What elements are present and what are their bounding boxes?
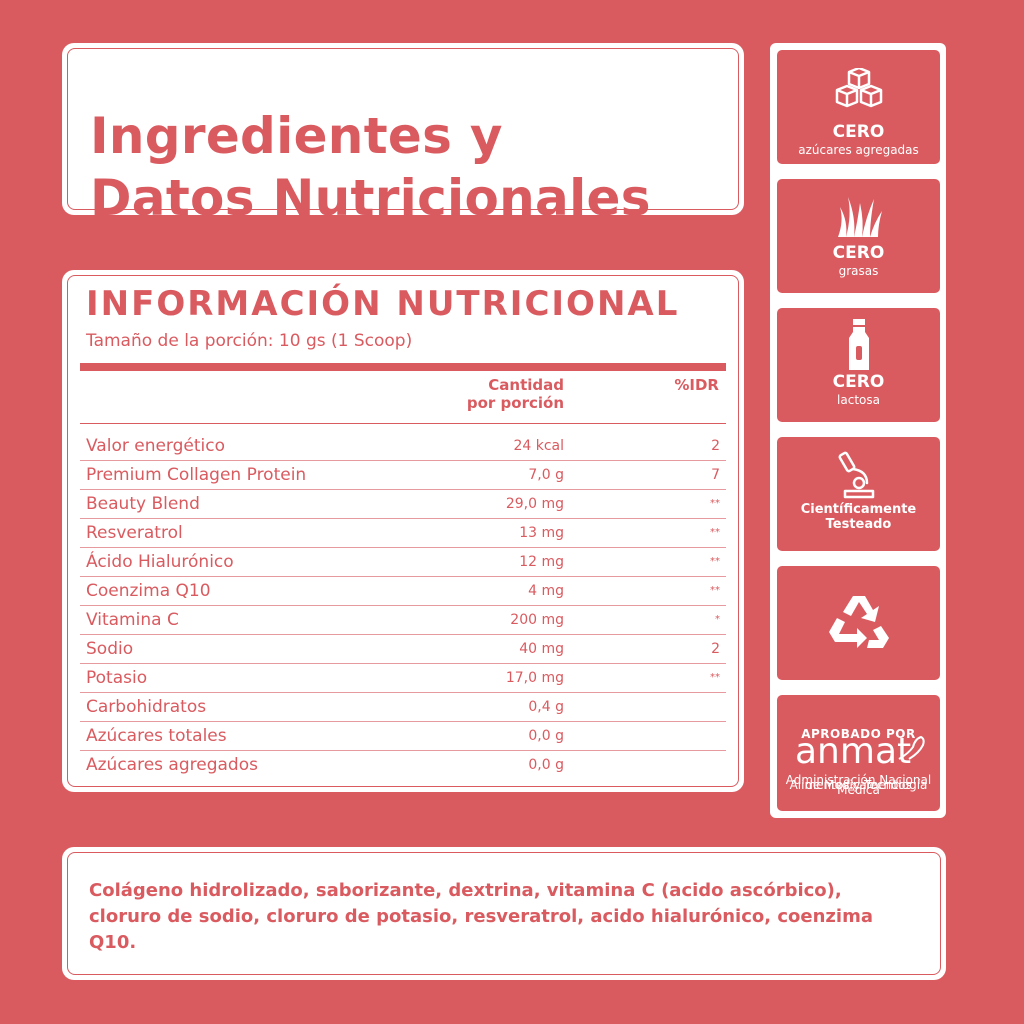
nutrient-amount: 200 mg [510, 612, 564, 628]
anmat-subtitle-2: Alimentos y Tecnología Médica [789, 778, 928, 797]
nutrient-name: Sodio [86, 639, 134, 659]
table-row: Beauty Blend 29,0 mg ** [80, 490, 726, 519]
badge-tested-line1: Científicamente [800, 502, 917, 517]
table-row: Potasio 17,0 mg ** [80, 664, 726, 693]
nutrient-idr: ** [710, 498, 720, 509]
anmat-swan-icon [895, 733, 927, 763]
ingredients-text: Colágeno hidrolizado, saborizante, dextr… [89, 880, 873, 953]
recycle-icon [777, 592, 940, 652]
nutrient-amount: 17,0 mg [505, 670, 564, 686]
amount-column-header: Cantidad por porción [467, 376, 564, 412]
amount-header-line1: Cantidad [488, 376, 564, 394]
nutrient-name: Azúcares totales [86, 726, 227, 746]
nutrient-name: Resveratrol [86, 523, 183, 543]
nutrient-idr: ** [710, 556, 720, 567]
column-header-divider [80, 423, 726, 424]
nutrient-name: Azúcares agregados [86, 755, 258, 775]
nutrient-name: Carbohidratos [86, 697, 207, 717]
idr-column-header: %IDR [674, 376, 719, 394]
milk-bottle-icon [777, 318, 940, 372]
badge-zero-lactose-title: CERO [832, 372, 885, 392]
microscope-icon [777, 449, 940, 499]
nutrient-amount: 40 mg [519, 641, 564, 657]
nutrient-amount: 13 mg [519, 525, 564, 541]
nutrient-name: Coenzima Q10 [86, 581, 211, 601]
nutrient-amount: 24 kcal [513, 438, 564, 454]
nutrient-idr: ** [710, 527, 720, 538]
nutrition-heading: INFORMACIÓN NUTRICIONAL [86, 284, 680, 324]
nutrient-amount: 0,0 g [528, 757, 564, 773]
nutrient-idr: 2 [711, 641, 720, 657]
table-row: Sodio 40 mg 2 [80, 635, 726, 664]
page-title-line1: Ingredientes y [90, 107, 503, 165]
nutrient-name: Valor energético [86, 436, 226, 456]
table-row: Ácido Hialurónico 12 mg ** [80, 548, 726, 577]
nutrient-name: Beauty Blend [86, 494, 200, 514]
nutrient-amount: 4 mg [528, 583, 564, 599]
badge-zero-fat-title: CERO [832, 243, 885, 263]
ingredients-card: Colágeno hidrolizado, saborizante, dextr… [62, 847, 946, 980]
nutrient-name: Potasio [86, 668, 148, 688]
page-title-line2: Datos Nutricionales [90, 169, 651, 227]
table-row: Azúcares agregados 0,0 g [80, 751, 726, 779]
nutrition-facts-card: INFORMACIÓN NUTRICIONAL Tamaño de la por… [62, 270, 744, 792]
table-row: Resveratrol 13 mg ** [80, 519, 726, 548]
amount-header-line2: por porción [466, 394, 564, 412]
serving-size: Tamaño de la porción: 10 gs (1 Scoop) [86, 331, 413, 351]
table-row: Premium Collagen Protein 7,0 g 7 [80, 461, 726, 490]
table-row: Vitamina C 200 mg * [80, 606, 726, 635]
badge-recyclable [777, 566, 940, 680]
badge-zero-fat: CERO grasas [777, 179, 940, 293]
page-title: Ingredientes y Datos Nutricionales [90, 105, 651, 229]
nutrition-table: Valor energético 24 kcal 2 Premium Collage… [80, 432, 726, 779]
badge-zero-lactose-label: lactosa [837, 393, 880, 407]
header-divider [80, 363, 726, 371]
badge-zero-fat-label: grasas [838, 264, 879, 278]
sugar-cubes-icon [777, 68, 940, 118]
nutrient-amount: 12 mg [519, 554, 564, 570]
badge-zero-lactose: CERO lactosa [777, 308, 940, 422]
nutrient-idr: ** [710, 672, 720, 683]
badges-panel: CERO azúcares agregadas CERO grasas [770, 43, 946, 818]
nutrient-idr: 7 [711, 467, 720, 483]
nutrient-idr: ** [710, 585, 720, 596]
badge-scientifically-tested: Científicamente Testeado [777, 437, 940, 551]
badge-zero-sugar-label: azúcares agregadas [798, 143, 919, 157]
table-row: Valor energético 24 kcal 2 [80, 432, 726, 461]
badge-anmat-approved: APROBADO POR anmat Administración Nacion… [777, 695, 940, 811]
nutrient-name: Premium Collagen Protein [86, 465, 307, 485]
nutrient-amount: 7,0 g [528, 467, 564, 483]
nutrient-amount: 0,4 g [528, 699, 564, 715]
badge-zero-sugar-title: CERO [832, 122, 885, 142]
badge-zero-sugar: CERO azúcares agregadas [777, 50, 940, 164]
table-row: Coenzima Q10 4 mg ** [80, 577, 726, 606]
nutrient-amount: 29,0 mg [505, 496, 564, 512]
badge-tested-line2: Testeado [825, 517, 892, 532]
table-row: Carbohidratos 0,4 g [80, 693, 726, 722]
anmat-approved-label: APROBADO POR [801, 727, 916, 741]
nutrient-name: Vitamina C [86, 610, 179, 630]
nutrient-name: Ácido Hialurónico [86, 552, 234, 572]
nutrient-idr: 2 [711, 438, 720, 454]
table-row: Azúcares totales 0,0 g [80, 722, 726, 751]
anmat-logo: anmat [795, 731, 912, 772]
grass-icon [777, 193, 940, 241]
title-card: Ingredientes y Datos Nutricionales [62, 43, 744, 227]
nutrient-idr: * [715, 614, 720, 625]
nutrient-amount: 0,0 g [528, 728, 564, 744]
